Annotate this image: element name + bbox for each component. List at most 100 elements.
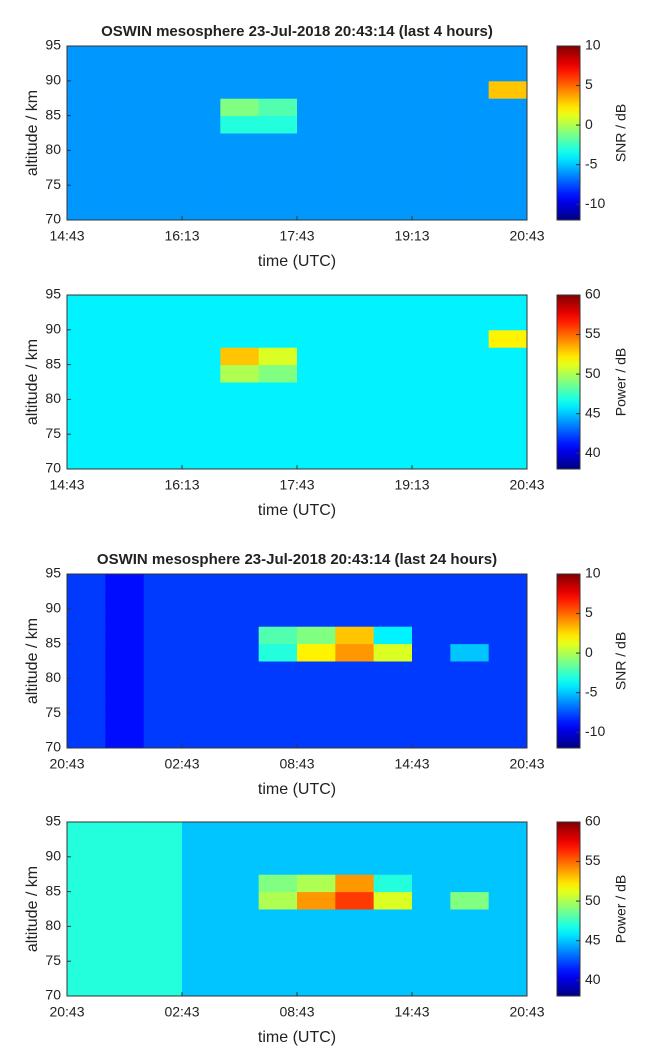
heatmap-cell <box>297 133 336 151</box>
heatmap-cell <box>297 434 336 453</box>
heatmap-cell <box>412 312 451 331</box>
heatmap-cell <box>335 185 375 204</box>
heatmap-cell <box>373 695 413 714</box>
heatmap-cell <box>412 451 451 470</box>
heatmap-cell <box>258 978 298 997</box>
heatmap-cell <box>488 399 528 418</box>
heatmap-cell <box>182 185 221 204</box>
heatmap-cell <box>412 678 451 697</box>
heatmap-cell <box>412 115 451 134</box>
heatmap-cell <box>220 98 260 117</box>
heatmap-cell <box>67 874 106 893</box>
heatmap-cell <box>297 46 336 64</box>
heatmap-cell <box>67 329 106 348</box>
heatmap-cell <box>412 839 451 858</box>
heatmap-cell <box>258 167 298 186</box>
heatmap-cell <box>67 961 106 980</box>
heatmap-cell <box>488 185 528 204</box>
heatmap-cell <box>258 591 298 610</box>
heatmap-cell <box>412 329 451 348</box>
heatmap-cell <box>297 961 336 980</box>
heatmap-cell <box>488 115 528 134</box>
heatmap-cell <box>373 382 413 400</box>
colorbar <box>556 573 581 749</box>
heatmap-cell <box>450 626 490 645</box>
heatmap-cell <box>105 661 145 679</box>
heatmap-cell <box>105 80 145 99</box>
heatmap-cell <box>297 574 336 592</box>
colorbar <box>556 294 581 470</box>
heatmap-cell <box>67 943 106 962</box>
heatmap-cell <box>373 961 413 980</box>
y-tick-label: 95 <box>45 565 61 581</box>
heatmap-cell <box>335 329 375 348</box>
heatmap-cell <box>182 730 221 749</box>
heatmap-cell <box>67 46 106 64</box>
heatmap-cell <box>67 926 106 945</box>
heatmap-cell <box>67 661 106 679</box>
colorbar-tick-label: 40 <box>585 444 601 460</box>
colorbar-tick-label: 10 <box>585 37 601 53</box>
heatmap-cell <box>182 909 221 927</box>
heatmap-cell <box>488 202 528 221</box>
heatmap-cell <box>105 46 145 64</box>
heatmap-cell <box>258 115 298 134</box>
heatmap-cell <box>335 643 375 662</box>
heatmap-cell <box>373 115 413 134</box>
heatmap-cell <box>412 150 451 169</box>
heatmap-cell <box>105 643 145 662</box>
heatmap-cell <box>220 661 260 679</box>
heatmap-cell <box>335 167 375 186</box>
heatmap-cell <box>105 98 145 117</box>
heatmap-cell <box>297 874 336 893</box>
heatmap-cell <box>220 874 260 893</box>
heatmap-cell <box>220 202 260 221</box>
heatmap-cell <box>220 295 260 313</box>
heatmap-cell <box>335 678 375 697</box>
heatmap-cell <box>373 185 413 204</box>
heatmap-cell <box>335 839 375 858</box>
heatmap-cell <box>105 713 145 732</box>
colorbar <box>556 821 581 997</box>
heatmap-cell <box>488 643 528 662</box>
colorbar-tick-label: -5 <box>585 155 598 171</box>
heatmap-cell <box>335 150 375 169</box>
heatmap-cell <box>412 626 451 645</box>
heatmap-cell <box>297 347 336 366</box>
heatmap-cell <box>297 839 336 858</box>
y-tick-label: 75 <box>45 425 61 441</box>
y-tick-label: 80 <box>45 141 61 157</box>
x-axis-label: time (UTC) <box>258 781 336 798</box>
colorbar-tick-label: -5 <box>585 683 598 699</box>
heatmap-cell <box>373 98 413 117</box>
heatmap-cell <box>105 63 145 82</box>
heatmap-cell <box>373 730 413 749</box>
heatmap-cell <box>143 978 183 997</box>
heatmap-cell <box>220 451 260 470</box>
heatmap-cell <box>488 961 528 980</box>
heatmap-cell <box>412 643 451 662</box>
heatmap-cell <box>335 978 375 997</box>
x-axis-label: time (UTC) <box>258 502 336 519</box>
heatmap-cell <box>335 434 375 453</box>
heatmap-cell <box>258 874 298 893</box>
heatmap-cell <box>297 63 336 82</box>
heatmap-cell <box>450 382 490 400</box>
colorbar-tick-label: 45 <box>585 931 601 947</box>
heatmap-cell <box>220 115 260 134</box>
heatmap-cell <box>258 451 298 470</box>
heatmap-cell <box>182 46 221 64</box>
x-tick-label: 20:43 <box>509 756 544 772</box>
heatmap-cell <box>335 926 375 945</box>
heatmap-cell <box>373 891 413 910</box>
heatmap-cell <box>450 730 490 749</box>
heatmap-cell <box>373 643 413 662</box>
heatmap-cell <box>67 608 106 627</box>
heatmap-cell <box>488 312 528 331</box>
heatmap-cell <box>67 856 106 875</box>
heatmap-cell <box>450 80 490 99</box>
y-tick-label: 85 <box>45 882 61 898</box>
heatmap-cell <box>258 730 298 749</box>
heatmap-cell <box>258 202 298 221</box>
heatmap-cell <box>143 133 183 151</box>
